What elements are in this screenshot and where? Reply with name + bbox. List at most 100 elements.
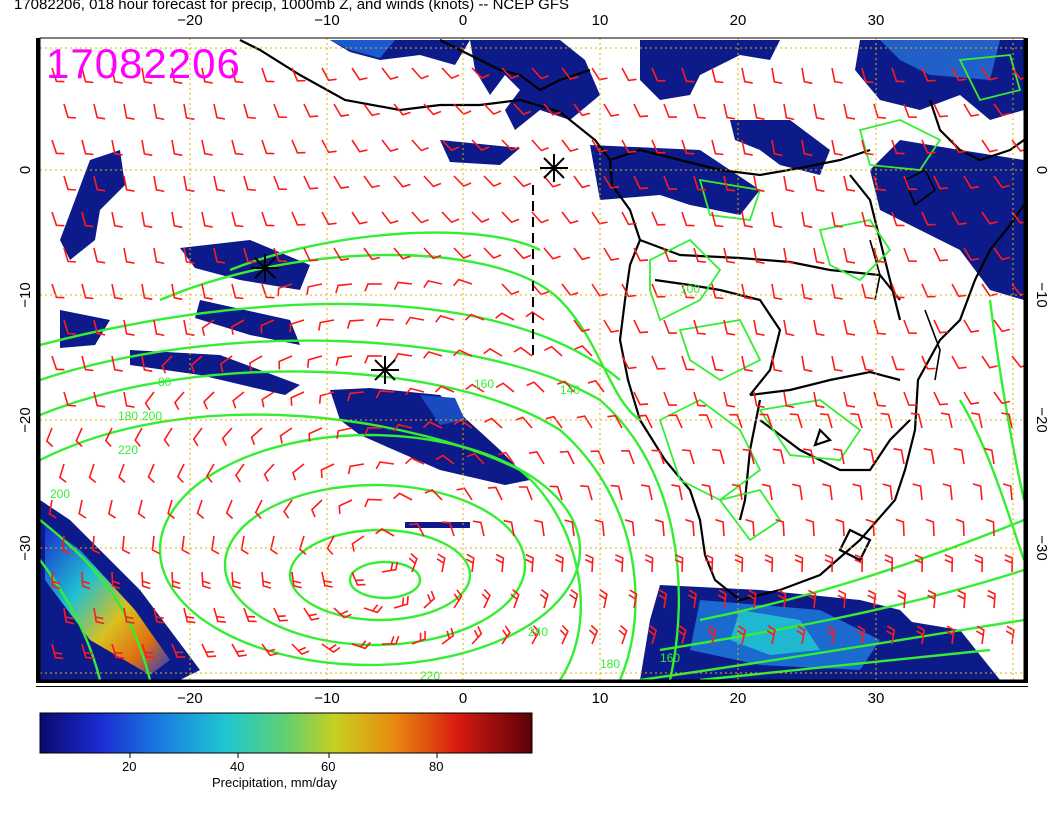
- wind-barb: [231, 67, 244, 84]
- wind-barb: [693, 319, 706, 335]
- colorbar-tick: 80: [429, 759, 444, 774]
- lon-tick: 20: [730, 12, 747, 29]
- wind-barb: [183, 103, 195, 121]
- wind-barb: [484, 417, 503, 429]
- wind-barb: [753, 391, 765, 408]
- wind-barb: [453, 175, 472, 188]
- wind-barb: [981, 211, 998, 225]
- wind-barb: [347, 391, 365, 402]
- wind-barb: [111, 211, 123, 228]
- wind-barb: [651, 139, 666, 154]
- wind-barb: [411, 67, 429, 80]
- wind-barb: [78, 499, 87, 519]
- wind-barb: [351, 139, 368, 153]
- wind-barb: [336, 427, 353, 439]
- wind-barb: [261, 571, 272, 589]
- wind-barb: [393, 492, 413, 501]
- wind-barb: [945, 625, 955, 645]
- wind-barb: [471, 67, 490, 79]
- wind-barb: [190, 355, 203, 373]
- wind-barb: [495, 312, 515, 321]
- wind-barb: [584, 553, 594, 573]
- wind-barb: [351, 571, 366, 586]
- wind-barb: [963, 391, 980, 405]
- wind-barb: [921, 139, 936, 154]
- wind-barb: [351, 67, 368, 81]
- wind-barb: [411, 631, 426, 645]
- wind-barb: [573, 103, 591, 117]
- wind-barb: [861, 139, 874, 156]
- wind-barb: [603, 103, 620, 117]
- wind-barb: [111, 355, 123, 372]
- wind-barb: [441, 521, 455, 537]
- lat-tick: −20: [1033, 407, 1050, 432]
- wind-barb: [531, 139, 549, 152]
- wind-barb: [375, 389, 395, 399]
- wind-barb: [375, 461, 395, 470]
- wind-barb: [495, 553, 505, 573]
- wind-barb: [1011, 139, 1024, 152]
- wind-barb: [933, 247, 949, 262]
- wind-barb: [452, 349, 473, 357]
- wind-barb: [167, 499, 175, 519]
- wind-barb: [291, 67, 306, 82]
- wind-barb: [983, 447, 995, 465]
- wind-barb: [663, 103, 677, 118]
- wind-barb: [559, 450, 575, 465]
- wind-barb: [453, 247, 472, 260]
- wind-barb: [873, 175, 886, 191]
- wind-barb: [880, 412, 893, 429]
- wind-barb: [441, 139, 460, 152]
- wind-barb: [621, 450, 635, 465]
- wind-barb: [51, 355, 65, 371]
- wind-barb: [957, 589, 966, 609]
- wind-barb: [196, 499, 205, 520]
- wind-barb: [273, 607, 288, 622]
- wind-barb: [123, 391, 135, 408]
- wind-barb: [654, 519, 665, 537]
- contour-label: 220: [420, 669, 440, 683]
- wind-barb: [993, 103, 1011, 117]
- wind-barb: [232, 391, 245, 409]
- wind-barb: [543, 175, 561, 188]
- wind-barb: [801, 283, 813, 301]
- wind-barb: [465, 553, 475, 573]
- wind-barb: [338, 499, 353, 514]
- wind-barb: [677, 625, 687, 645]
- wind-barb: [230, 319, 245, 335]
- wind-barb: [453, 589, 463, 609]
- wind-barb: [381, 635, 400, 645]
- wind-barb: [351, 535, 365, 552]
- wind-barb: [393, 103, 411, 116]
- wind-barb: [891, 67, 905, 83]
- wind-barb: [753, 319, 765, 336]
- wind-barb: [513, 103, 532, 116]
- wind-barb: [183, 247, 195, 265]
- wind-barb: [771, 211, 783, 229]
- wind-barb: [633, 391, 649, 406]
- wind-barb: [772, 448, 785, 465]
- wind-barb: [291, 211, 306, 226]
- wind-barb: [273, 247, 287, 263]
- wind-barb: [886, 625, 896, 645]
- wind-barb: [822, 483, 833, 501]
- wind-barb: [903, 391, 917, 406]
- wind-barb: [483, 103, 502, 116]
- lat-ticks-right: 0 −10 −20 −30: [1033, 166, 1050, 561]
- colorbar-tick: 60: [321, 759, 336, 774]
- wind-barb: [759, 413, 773, 429]
- wind-barb: [621, 139, 637, 154]
- wind-barb: [441, 627, 455, 645]
- asterisk-marker-2: [371, 356, 399, 384]
- wind-barb: [681, 355, 695, 371]
- wind-barb: [831, 139, 843, 156]
- wind-barb: [153, 103, 165, 121]
- wind-barb: [303, 103, 319, 118]
- wind-barb: [483, 347, 503, 357]
- wind-barb: [603, 319, 620, 333]
- wind-barb: [111, 571, 121, 590]
- lon-tick: 10: [592, 690, 609, 707]
- wind-barb: [423, 350, 443, 359]
- wind-barb: [51, 211, 65, 227]
- wind-barb: [93, 319, 106, 336]
